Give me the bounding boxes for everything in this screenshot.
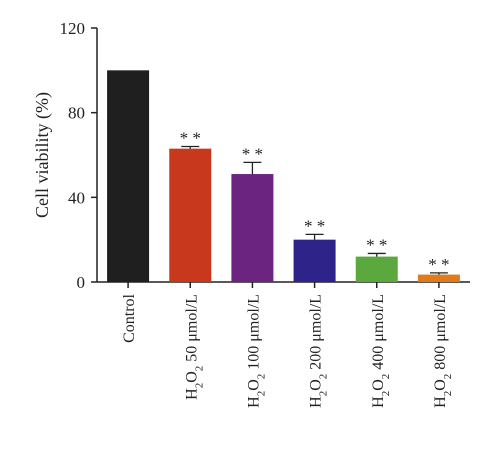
significance-label: * * <box>242 144 263 163</box>
bars: * * * * * * * * * * <box>107 70 460 282</box>
axes: 0 40 80 120 <box>60 19 470 292</box>
significance-label: * * <box>366 235 387 254</box>
x-tick-label: H2O2 50 μmol/L <box>183 294 205 400</box>
significance-label: * * <box>304 216 325 235</box>
y-tick-label: 120 <box>60 19 86 38</box>
x-tick-label: Control <box>121 293 138 342</box>
x-tick-label: H2O2 800 μmol/L <box>432 294 454 408</box>
bar <box>355 256 398 282</box>
bar <box>107 70 150 282</box>
bar <box>293 239 336 282</box>
x-tick-label: H2O2 100 μmol/L <box>245 294 267 408</box>
bar <box>231 174 274 282</box>
y-tick-label: 80 <box>68 104 85 123</box>
y-tick-label: 40 <box>68 188 85 207</box>
x-tick-label: H2O2 200 μmol/L <box>308 294 330 408</box>
bar <box>169 148 212 282</box>
y-axis-title: Cell viability (%) <box>32 92 53 218</box>
significance-label: * * <box>180 129 201 148</box>
category-labels: Control H2O2 50 μmol/L H2O2 100 μmol/L H2O2… <box>121 293 454 407</box>
y-tick-label: 0 <box>77 273 86 292</box>
bar <box>417 274 460 282</box>
significance-label: * * <box>428 255 449 274</box>
x-tick-label: H2O2 400 μmol/L <box>370 294 392 408</box>
